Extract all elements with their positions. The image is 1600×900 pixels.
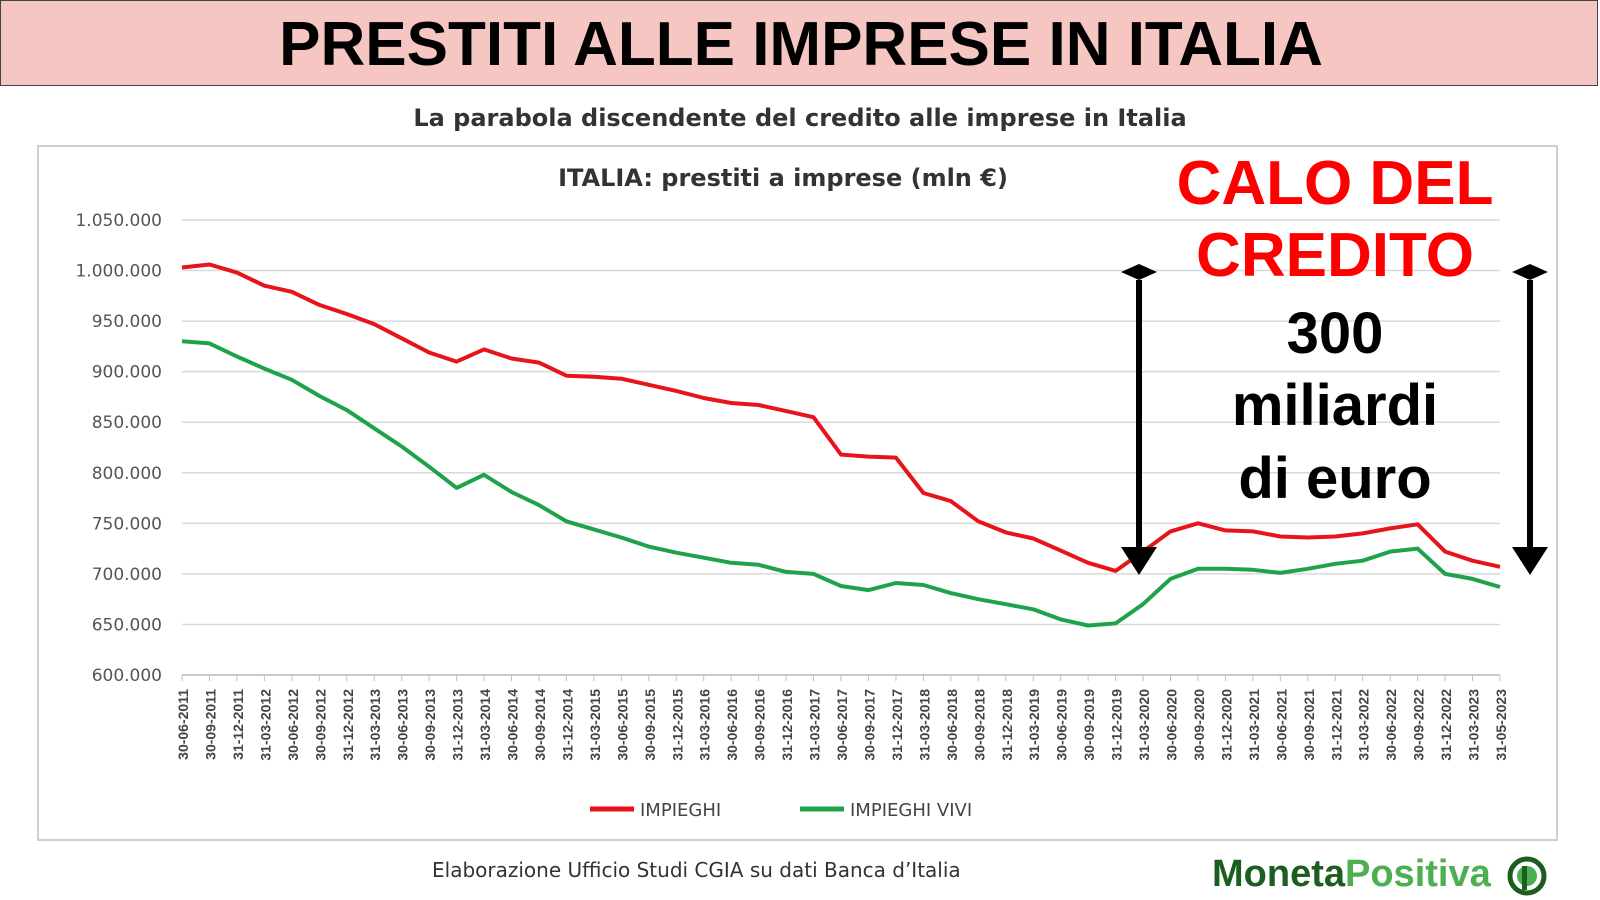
x-axis: 30-06-2011 30-09-2011 31-12-2011 31-03-2012… [175,674,1509,761]
source-note: Elaborazione Ufficio Studi CGIA su dati … [432,858,961,882]
x-tick-label: 31-12-2017 [889,689,905,761]
x-tick-label: 30-06-2012 [285,689,301,761]
figure-title: La parabola discendente del credito alle… [413,104,1187,132]
x-tick-label: 31-03-2021 [1246,689,1262,761]
x-tick-label: 31-12-2015 [669,689,685,761]
x-tick-label: 30-09-2013 [422,689,438,761]
arrow-left [1121,264,1157,575]
arrow-cap [1121,264,1157,280]
x-tick-label: 31-12-2014 [559,689,575,761]
annotation-line: di euro [1238,446,1431,511]
banner-title: PRESTITI ALLE IMPRESE IN ITALIA [279,10,1323,79]
x-tick-label: 31-12-2019 [1109,689,1125,761]
x-tick-label: 30-06-2011 [175,689,191,760]
x-tick-label: 31-12-2021 [1328,689,1344,761]
x-tick-label: 31-03-2017 [807,689,823,761]
x-tick-label: 31-12-2016 [779,689,795,761]
x-tick-label: 30-09-2012 [312,689,328,761]
x-tick-label: 31-03-2015 [587,689,603,761]
header-banner: PRESTITI ALLE IMPRESE IN ITALIA [0,0,1598,86]
x-tick-label: 31-03-2018 [916,689,932,761]
x-tick-label: 30-06-2013 [395,689,411,761]
y-tick-label: 750.000 [92,514,162,534]
chart-title: ITALIA: prestiti a imprese (mln €) [558,164,1008,192]
y-tick-label: 900.000 [92,363,162,383]
x-tick-label: 31-12-2018 [999,689,1015,761]
x-tick-label: 30-09-2018 [971,689,987,761]
y-tick-label: 1.000.000 [75,262,162,282]
x-tick-label: 30-09-2021 [1301,689,1317,761]
x-tick-label: 30-06-2018 [944,689,960,761]
y-axis: 600.000 650.000 700.000 750.000 800.000 850.0… [75,211,162,686]
annotation-line: CALO DEL [1177,149,1494,218]
arrow-head [1512,547,1548,575]
x-tick-label: 31-03-2016 [697,689,713,761]
arrow-head [1121,547,1157,575]
legend-label: IMPIEGHI VIVI [850,800,972,821]
x-tick-label: 31-03-2023 [1466,689,1482,761]
x-tick-label: 30-06-2017 [834,689,850,761]
x-tick-label: 30-06-2021 [1273,689,1289,761]
x-tick-label: 31-12-2022 [1438,689,1454,761]
y-tick-label: 850.000 [92,413,162,433]
legend-label: IMPIEGHI [640,800,721,821]
x-tick-label: 31-03-2014 [477,689,493,761]
x-tick-label: 30-06-2016 [724,689,740,761]
x-tick-label: 30-06-2020 [1164,689,1180,761]
x-tick-label: 30-09-2011 [202,689,218,760]
x-tick-label: 31-12-2020 [1218,689,1234,761]
legend: IMPIEGHI IMPIEGHI VIVI [590,800,972,821]
y-tick-label: 600.000 [92,666,162,686]
series-line-1 [181,339,1501,628]
x-tick-label: 31-03-2019 [1026,689,1042,761]
x-tick-label: 31-12-2012 [340,689,356,761]
annotation-line: 300 [1287,301,1384,366]
x-tick-label: 30-06-2014 [505,689,521,761]
x-tick-label: 31-03-2013 [367,689,383,761]
arrow-cap [1512,264,1548,280]
chart-frame [37,145,1558,841]
series-line-0 [181,262,1501,573]
y-tick-label: 700.000 [92,565,162,585]
x-tick-label: 30-06-2019 [1054,689,1070,761]
x-tick-label: 31-03-2022 [1356,689,1372,761]
x-tick-label: 30-09-2014 [532,689,548,761]
x-tick-label: 31-12-2013 [450,689,466,761]
x-tick-label: 30-06-2015 [614,689,630,761]
brand-part2: Positiva [1345,853,1491,895]
x-tick-label: 30-06-2022 [1383,689,1399,761]
arrow-right [1512,264,1548,575]
annotation-line: miliardi [1232,373,1438,438]
x-tick-label: 31-03-2012 [257,689,273,761]
x-tick-label: 31-03-2020 [1136,689,1152,761]
moneta-positiva-logo-icon [1507,856,1547,896]
x-tick-label: 30-09-2017 [861,689,877,761]
x-tick-label: 30-09-2020 [1191,689,1207,761]
series-lines [181,262,1501,628]
y-tick-label: 1.050.000 [75,211,162,231]
y-tick-label: 650.000 [92,615,162,635]
brand-part1: Moneta [1212,853,1345,895]
y-tick-label: 950.000 [92,312,162,332]
x-tick-label: 30-09-2015 [642,689,658,761]
y-tick-label: 800.000 [92,464,162,484]
annotation-line: CREDITO [1196,221,1474,290]
x-tick-label: 30-09-2022 [1411,689,1427,761]
x-tick-label: 31-12-2011 [230,689,246,760]
x-tick-label: 31-05-2023 [1493,689,1509,761]
brand-logo-text: MonetaPositiva [1212,852,1547,896]
x-tick-label: 30-09-2019 [1081,689,1097,761]
x-tick-label: 30-09-2016 [752,689,768,761]
